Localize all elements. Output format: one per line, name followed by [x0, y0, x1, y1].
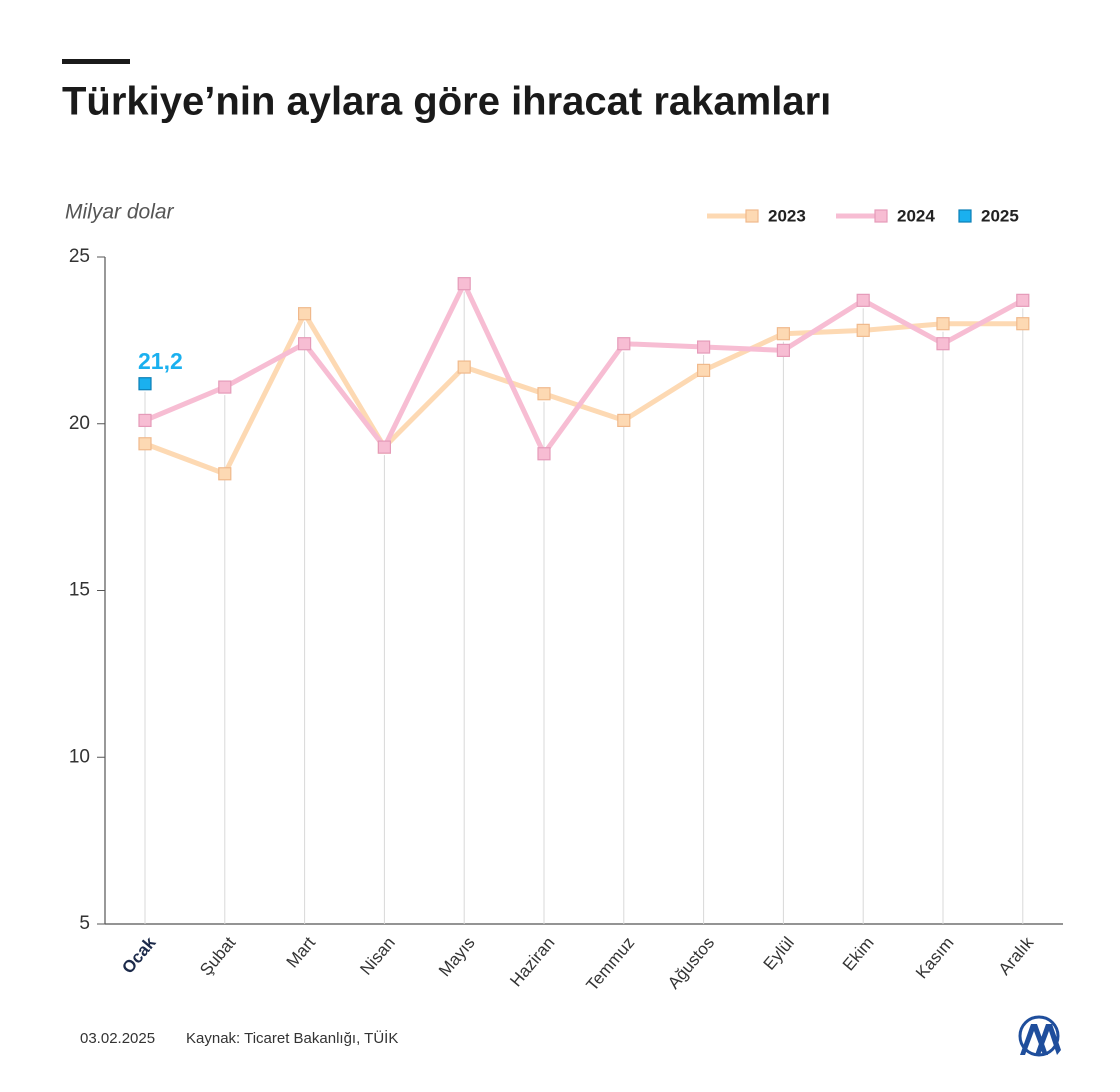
- marker: [537, 387, 551, 401]
- x-tick-label: Kasım: [912, 933, 958, 982]
- x-tick-label: Ocak: [118, 933, 160, 977]
- marker: [138, 377, 152, 391]
- marker: [696, 340, 711, 354]
- x-tick-label: Mayıs: [435, 933, 479, 980]
- marker: [617, 337, 631, 351]
- legend-label: 2024: [897, 206, 935, 225]
- y-axis-label: Milyar dolar: [65, 201, 175, 224]
- marker: [776, 327, 791, 341]
- legend-label: 2025: [981, 206, 1019, 225]
- x-tick-label: Ağustos: [664, 933, 718, 992]
- marker: [218, 467, 232, 481]
- series-line: [144, 311, 1023, 477]
- marker: [457, 277, 471, 291]
- legend-marker: [745, 209, 759, 223]
- x-tick-label: Mart: [283, 933, 320, 971]
- marker: [1016, 317, 1030, 331]
- y-tick-label: 10: [69, 746, 90, 767]
- x-tick-label: Eylül: [760, 933, 798, 973]
- marker: [936, 337, 950, 351]
- marker: [856, 293, 870, 307]
- x-tick-label: Ekim: [839, 933, 878, 974]
- series-line: [144, 281, 1024, 457]
- title-bar: [62, 59, 130, 64]
- x-tick-label: Nisan: [356, 933, 398, 979]
- y-tick-label: 25: [69, 246, 90, 267]
- marker: [138, 437, 152, 451]
- x-tick-label: Aralık: [995, 933, 1038, 979]
- marker: [856, 323, 870, 337]
- chart-title: Türkiye’nin aylara göre ihracat rakamlar…: [62, 80, 831, 124]
- marker: [936, 317, 950, 331]
- marker: [537, 447, 551, 461]
- x-tick-label: Haziran: [506, 933, 558, 990]
- marker: [377, 440, 391, 454]
- marker: [138, 413, 152, 428]
- marker: [776, 343, 791, 357]
- source: Kaynak: Ticaret Bakanlığı, TÜİK: [186, 1029, 398, 1047]
- legend-marker: [958, 209, 972, 223]
- marker: [218, 380, 232, 394]
- legend-marker: [874, 209, 888, 223]
- marker: [617, 413, 631, 428]
- marker: [1016, 293, 1030, 307]
- marker: [298, 337, 312, 351]
- logo: [1018, 1015, 1061, 1057]
- value-label: 21,2: [138, 348, 183, 374]
- marker: [696, 363, 711, 377]
- y-tick-label: 5: [79, 913, 90, 934]
- y-tick-label: 20: [69, 413, 90, 434]
- marker: [457, 360, 471, 374]
- legend-label: 2023: [768, 206, 806, 225]
- y-tick-label: 15: [69, 580, 90, 601]
- x-tick-label: Şubat: [196, 933, 239, 979]
- date: 03.02.2025: [80, 1030, 155, 1047]
- x-tick-label: Temmuz: [582, 933, 638, 994]
- marker: [298, 307, 312, 321]
